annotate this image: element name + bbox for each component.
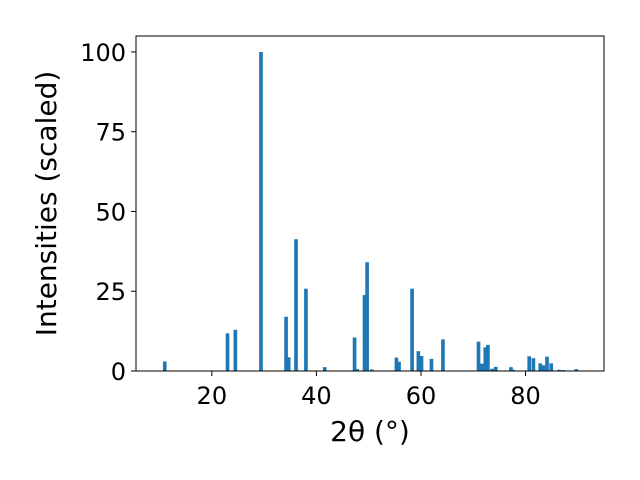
bar: [394, 357, 399, 371]
bar: [490, 368, 494, 371]
bar: [574, 369, 579, 371]
bar: [557, 369, 561, 371]
bar: [486, 344, 490, 371]
x-tick-label: 80: [510, 382, 541, 410]
x-tick-label: 20: [197, 382, 228, 410]
bar: [493, 366, 498, 371]
x-tick-label: 40: [301, 382, 332, 410]
bar: [483, 347, 488, 371]
bar-series: [162, 51, 579, 371]
bar: [509, 367, 513, 371]
x-axis-label: 2θ (°): [330, 415, 410, 448]
plot-frame: [135, 35, 605, 372]
y-tick-label: 0: [111, 358, 126, 386]
bar: [441, 339, 445, 371]
bar: [286, 357, 291, 371]
bar: [410, 288, 414, 371]
x-axis-ticks: 20 40 60 80: [197, 371, 541, 410]
y-tick-label: 50: [95, 198, 126, 226]
x-tick-label: 60: [406, 382, 437, 410]
bar: [538, 363, 543, 371]
bar: [531, 358, 536, 371]
bar: [162, 361, 167, 371]
bar: [545, 356, 549, 371]
bar: [304, 288, 308, 371]
bar: [549, 363, 554, 371]
bar: [541, 365, 546, 371]
bar: [294, 239, 298, 371]
bar: [429, 358, 434, 371]
y-tick-label: 100: [80, 39, 126, 67]
y-tick-label: 25: [95, 278, 126, 306]
bar: [511, 369, 515, 371]
bar: [362, 295, 367, 371]
bar: [476, 341, 481, 371]
bar: [233, 329, 238, 371]
bar: [259, 51, 263, 371]
bar: [322, 367, 327, 371]
bar: [365, 262, 369, 371]
bar: [416, 351, 421, 371]
y-axis-label: Intensities (scaled): [30, 71, 63, 337]
bar: [284, 316, 288, 371]
bar: [225, 333, 230, 371]
bar: [397, 361, 401, 371]
bar: [355, 369, 360, 371]
bar: [370, 369, 374, 371]
bar: [419, 356, 424, 371]
y-axis-ticks: 0 25 50 75 100: [80, 39, 136, 386]
bar: [527, 356, 532, 371]
bar: [352, 337, 357, 371]
bar: [479, 363, 484, 371]
y-tick-label: 75: [95, 119, 126, 147]
